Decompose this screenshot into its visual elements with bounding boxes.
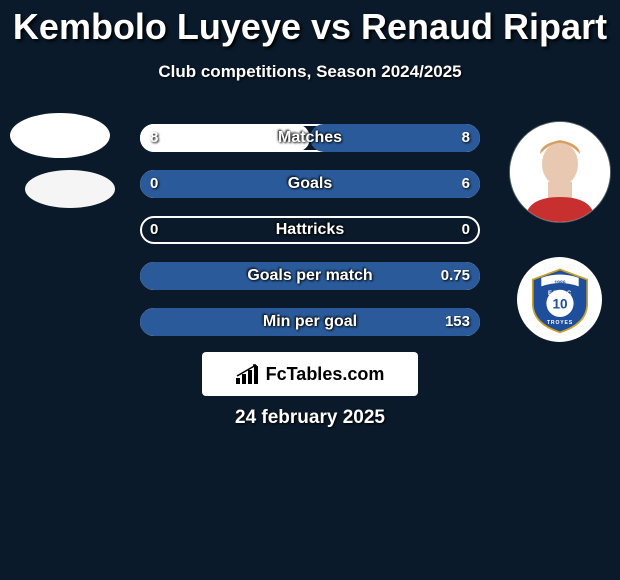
date-label: 24 february 2025 bbox=[0, 407, 620, 429]
stat-value-right: 0 bbox=[462, 216, 470, 244]
fctables-badge: FcTables.com bbox=[202, 352, 418, 396]
stat-value-left: 0 bbox=[150, 216, 158, 244]
stat-value-right: 0.75 bbox=[441, 262, 470, 290]
club-crest-icon: 10 1986 ESTAC TROYES bbox=[526, 266, 594, 334]
player-left-photo bbox=[10, 113, 110, 158]
comparison-card: Kembolo Luyeye vs Renaud Ripart Club com… bbox=[0, 0, 620, 580]
stat-label: Hattricks bbox=[140, 216, 480, 244]
chart-bars-icon bbox=[236, 364, 260, 384]
stat-label: Goals per match bbox=[140, 262, 480, 290]
svg-text:ESTAC: ESTAC bbox=[548, 290, 572, 296]
stat-value-right: 153 bbox=[445, 308, 470, 336]
club-number: 10 bbox=[552, 296, 567, 311]
fctables-label: FcTables.com bbox=[266, 364, 385, 385]
stat-label: Goals bbox=[140, 170, 480, 198]
stat-row: Goals per match0.75 bbox=[140, 262, 480, 290]
svg-text:TROYES: TROYES bbox=[546, 319, 572, 325]
avatar-icon bbox=[510, 122, 610, 222]
stat-value-right: 8 bbox=[462, 124, 470, 152]
player-right-club-badge: 10 1986 ESTAC TROYES bbox=[517, 257, 602, 342]
player-right-photo bbox=[510, 122, 610, 222]
stat-value-left: 8 bbox=[150, 124, 158, 152]
stat-row: Min per goal153 bbox=[140, 308, 480, 336]
stat-row: Matches8 8 bbox=[140, 124, 480, 152]
club-year: 1986 bbox=[554, 280, 565, 286]
subtitle: Club competitions, Season 2024/2025 bbox=[0, 62, 620, 82]
page-title: Kembolo Luyeye vs Renaud Ripart bbox=[0, 0, 620, 48]
stats-area: Matches88Goals06Hattricks00Goals per mat… bbox=[140, 124, 480, 354]
stat-label: Matches bbox=[140, 124, 480, 152]
stat-row: Goals0 6 bbox=[140, 170, 480, 198]
stat-row: Hattricks0 0 bbox=[140, 216, 480, 244]
player-left-club-badge bbox=[25, 170, 115, 208]
stat-value-right: 6 bbox=[462, 170, 470, 198]
stat-label: Min per goal bbox=[140, 308, 480, 336]
stat-value-left: 0 bbox=[150, 170, 158, 198]
